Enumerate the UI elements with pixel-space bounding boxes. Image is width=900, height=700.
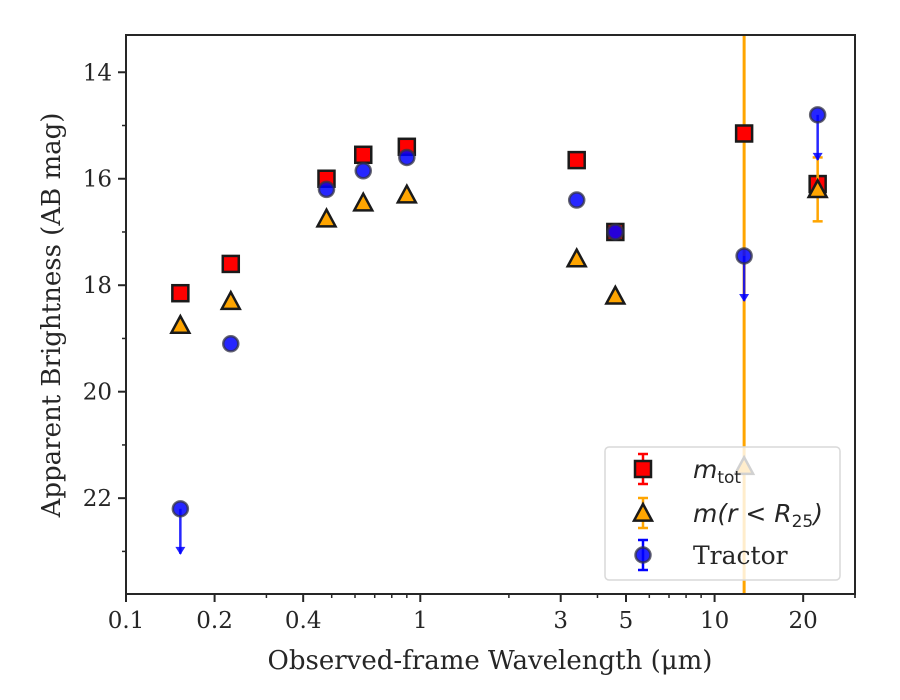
x-tick-label-7: 20 [789, 608, 818, 634]
x-axis-title: Observed-frame Wavelength (μm) [268, 646, 713, 676]
triangle-point-4 [395, 183, 418, 204]
triangle-point-1 [219, 289, 242, 311]
square-point-1 [221, 254, 241, 274]
triangle-point-3 [352, 191, 375, 212]
square-point-3 [354, 145, 373, 165]
legend-square-marker [633, 459, 653, 479]
plot-frame [125, 34, 856, 595]
legend-circle-marker [634, 546, 652, 564]
x-tick-label-3: 1 [413, 608, 428, 634]
circle-point-4 [398, 148, 416, 167]
circle-point-8 [808, 106, 827, 124]
x-tick-label-0: 0.1 [108, 608, 145, 634]
x-tick-label-2: 0.4 [285, 608, 322, 634]
x-tick-label-5: 5 [619, 608, 634, 634]
circle-point-2 [317, 180, 336, 199]
triangle-point-2 [315, 207, 338, 228]
legend-triangle-marker [631, 501, 655, 522]
circle-point-0-limit-arrow-head [175, 546, 186, 555]
y-tick-label-0: 14 [83, 60, 112, 86]
x-tick-label-1: 0.2 [196, 608, 233, 634]
legend-box [604, 446, 841, 581]
triangle-point-6 [604, 284, 627, 305]
x-tick-label-4: 3 [553, 608, 568, 634]
plot-layer [169, 35, 829, 594]
triangle-point-5 [565, 246, 588, 268]
square-point-7 [734, 124, 754, 143]
triangle-point-0 [169, 313, 192, 335]
y-tick-label-1: 16 [83, 167, 112, 193]
y-tick-label-3: 20 [83, 380, 112, 406]
y-axis-title: Apparent Brightness (AB mag) [37, 113, 67, 519]
circle-point-7-limit-arrow-head [739, 293, 750, 302]
y-tick-label-2: 18 [83, 273, 112, 299]
circle-point-8-limit-arrow-head [812, 152, 823, 161]
square-point-5 [567, 150, 586, 170]
circle-point-0 [171, 500, 190, 518]
x-tick-label-6: 10 [700, 608, 729, 634]
circle-point-3 [354, 162, 373, 180]
axes-layer: 14 16 18 20 22 0.1 0.2 0.4 1 3 5 10 20 [83, 34, 856, 634]
triangle-point-8 [806, 177, 829, 199]
circle-point-5 [567, 191, 586, 209]
legend-label-tractor: Tractor [693, 541, 788, 570]
circle-point-1 [222, 335, 240, 353]
legend-entry-circle: Tractor [634, 538, 788, 572]
circle-point-7 [735, 247, 753, 265]
circle-point-6 [606, 223, 625, 241]
y-tick-label-4: 22 [83, 486, 112, 512]
square-point-0 [171, 283, 190, 303]
